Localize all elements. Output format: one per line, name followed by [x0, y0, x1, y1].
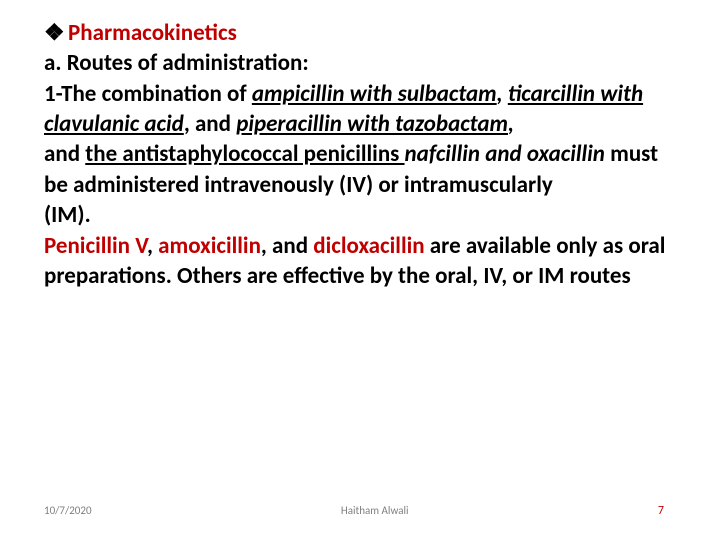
body-paragraph-3: Penicillin V, amoxicillin, and dicloxaci…: [44, 231, 676, 292]
heading-text: Pharmacokinetics: [68, 18, 237, 48]
nafcillin-oxacillin: nafcillin and oxacillin: [405, 140, 605, 168]
slide-body: ❖ Pharmacokinetics a. Routes of administ…: [44, 18, 676, 291]
dicloxacillin: dicloxacillin: [313, 232, 424, 260]
body-paragraph-2: and the antistaphylococcal penicillins n…: [44, 139, 676, 200]
sep: , and: [261, 232, 313, 260]
amoxicillin: amoxicillin: [158, 232, 261, 260]
combo-3: piperacillin with tazobactam: [236, 110, 508, 138]
text-prefix: 1-The combination of: [44, 80, 252, 108]
and-word: and: [44, 140, 85, 168]
im-line: (IM).: [44, 200, 676, 230]
slide-footer: 10/7/2020 Haitham Alwali 7: [0, 504, 720, 518]
penicillin-v: Penicillin V: [44, 232, 147, 260]
footer-date: 10/7/2020: [44, 504, 92, 517]
footer-author: Haitham Alwali: [341, 504, 409, 517]
footer-page-number: 7: [658, 504, 664, 518]
sep: , and: [184, 110, 236, 138]
antistaph-text: the antistaphylococcal penicillins: [85, 140, 404, 168]
body-paragraph-1: 1-The combination of ampicillin with sul…: [44, 79, 676, 140]
sep: ,: [508, 110, 514, 138]
sep: ,: [497, 80, 508, 108]
combo-1: ampicillin with sulbactam: [252, 80, 497, 108]
sep: ,: [147, 232, 158, 260]
slide: ❖ Pharmacokinetics a. Routes of administ…: [0, 0, 720, 540]
bullet-heading: ❖ Pharmacokinetics: [44, 18, 676, 48]
diamond-bullet-icon: ❖: [44, 18, 68, 48]
line-a: a. Routes of administration:: [44, 48, 676, 78]
